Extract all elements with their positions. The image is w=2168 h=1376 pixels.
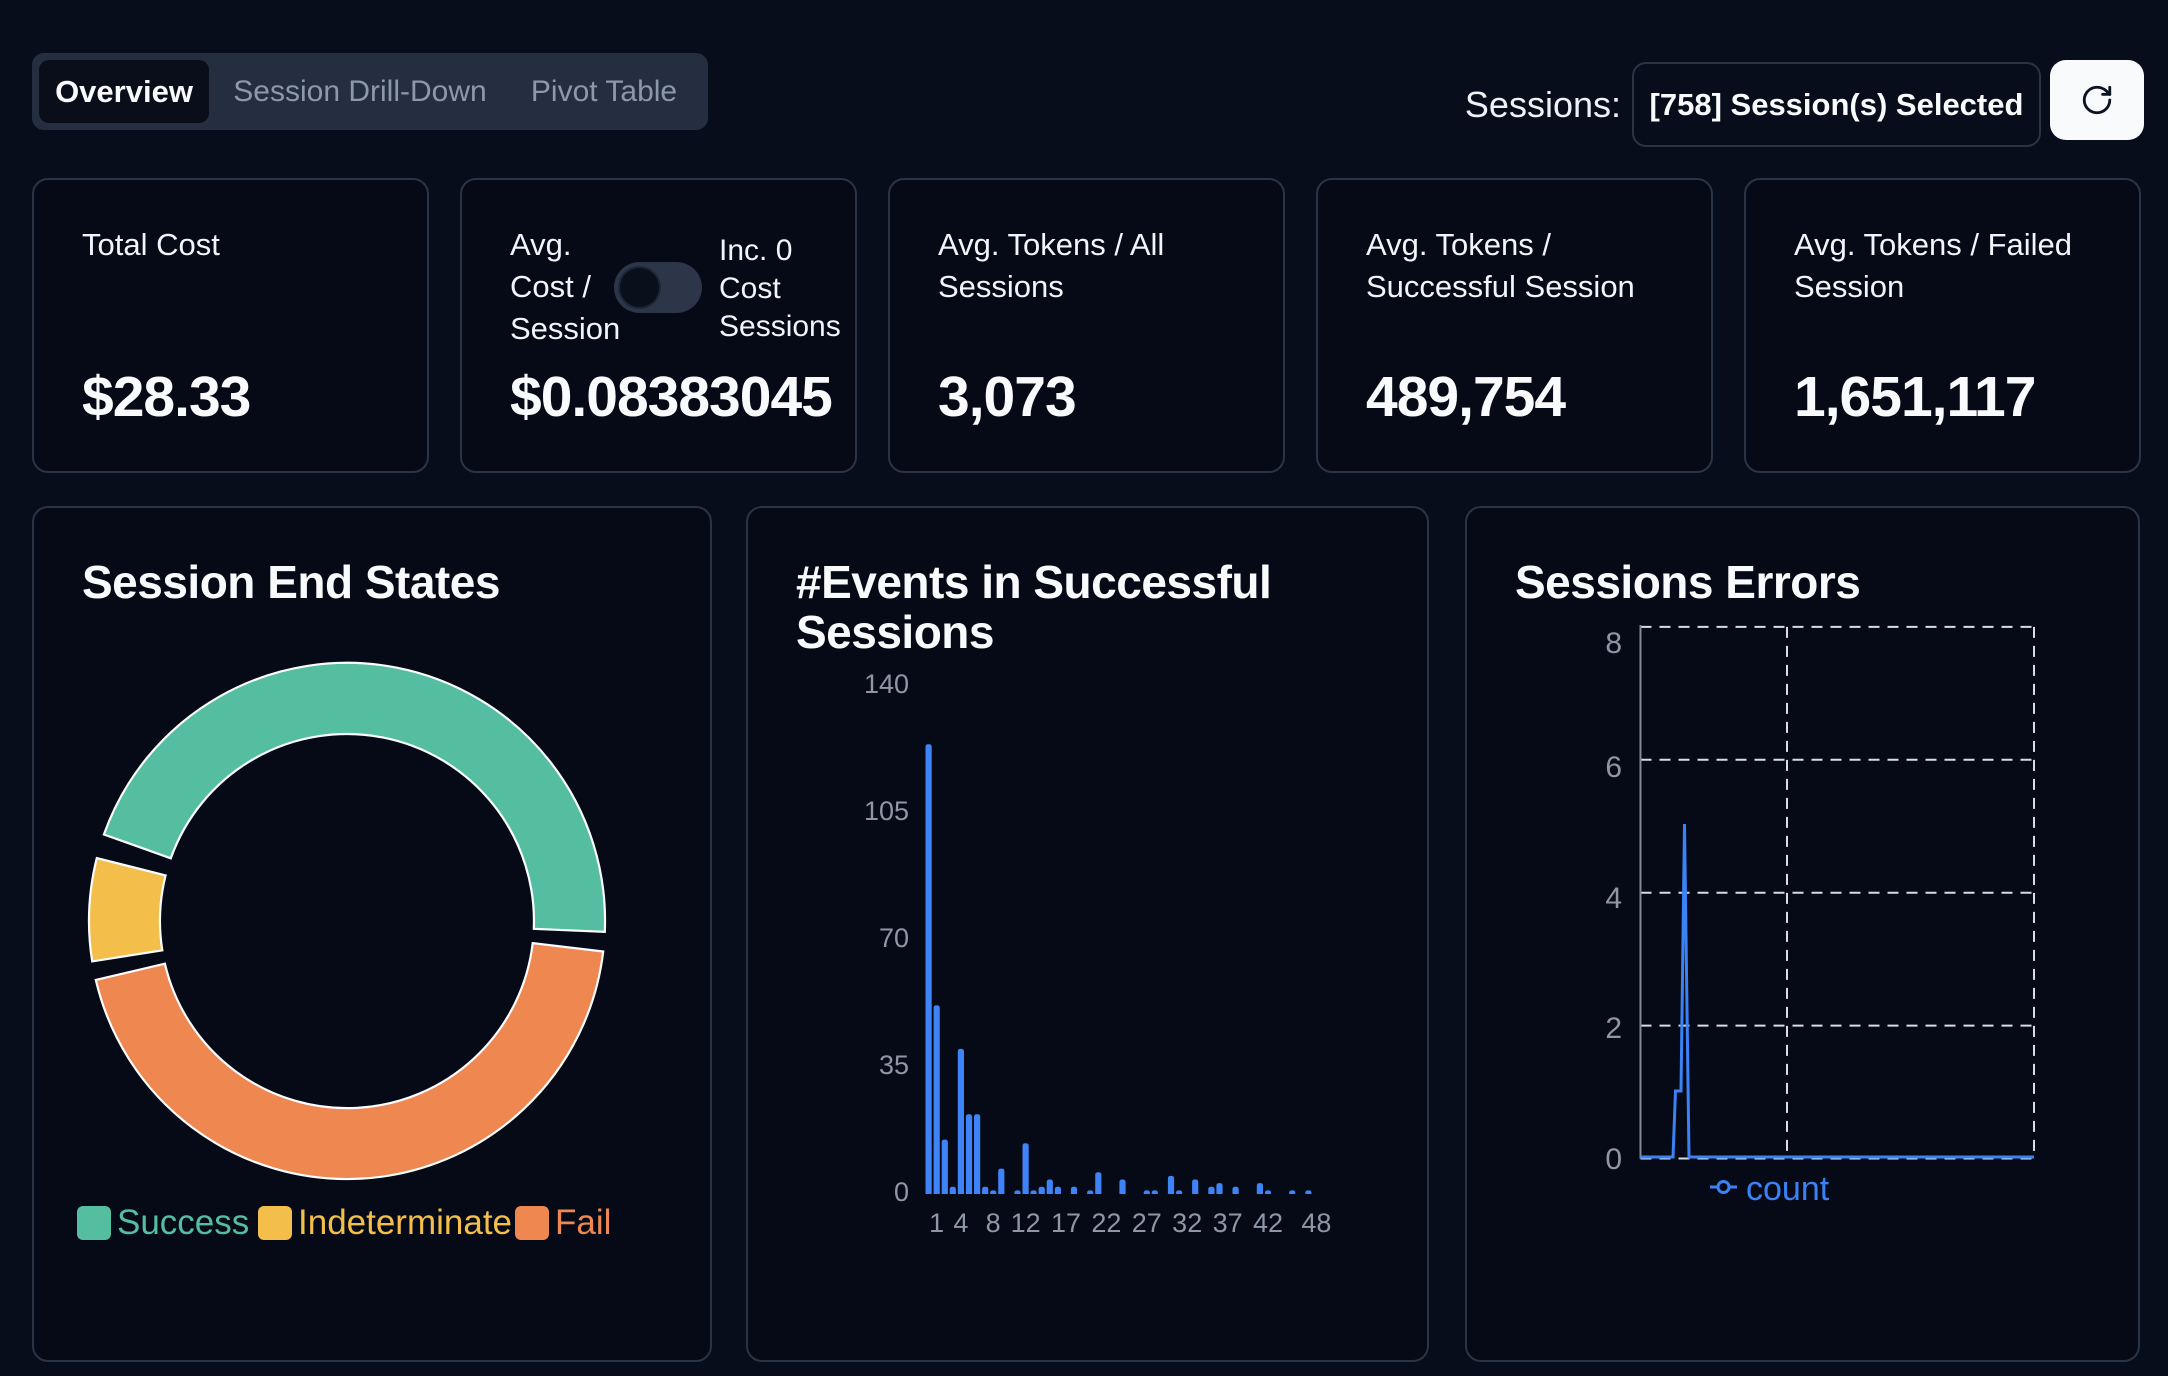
svg-text:12: 12 [1011, 1208, 1041, 1238]
svg-text:22: 22 [1091, 1208, 1121, 1238]
svg-text:42: 42 [1253, 1208, 1283, 1238]
svg-text:0: 0 [894, 1177, 909, 1207]
svg-text:35: 35 [879, 1050, 909, 1080]
svg-text:4: 4 [953, 1208, 968, 1238]
svg-text:48: 48 [1301, 1208, 1331, 1238]
svg-text:27: 27 [1132, 1208, 1162, 1238]
svg-text:6: 6 [1605, 751, 1622, 784]
svg-text:105: 105 [864, 796, 909, 826]
svg-text:8: 8 [986, 1208, 1001, 1238]
svg-text:17: 17 [1051, 1208, 1081, 1238]
svg-text:2: 2 [1605, 1012, 1622, 1045]
svg-text:37: 37 [1213, 1208, 1243, 1238]
svg-text:32: 32 [1172, 1208, 1202, 1238]
svg-text:140: 140 [864, 669, 909, 699]
svg-text:count: count [1746, 1170, 1830, 1208]
svg-text:4: 4 [1605, 882, 1622, 915]
svg-text:1: 1 [929, 1208, 944, 1238]
svg-text:8: 8 [1605, 627, 1622, 660]
svg-text:70: 70 [879, 923, 909, 953]
svg-text:0: 0 [1605, 1143, 1622, 1176]
